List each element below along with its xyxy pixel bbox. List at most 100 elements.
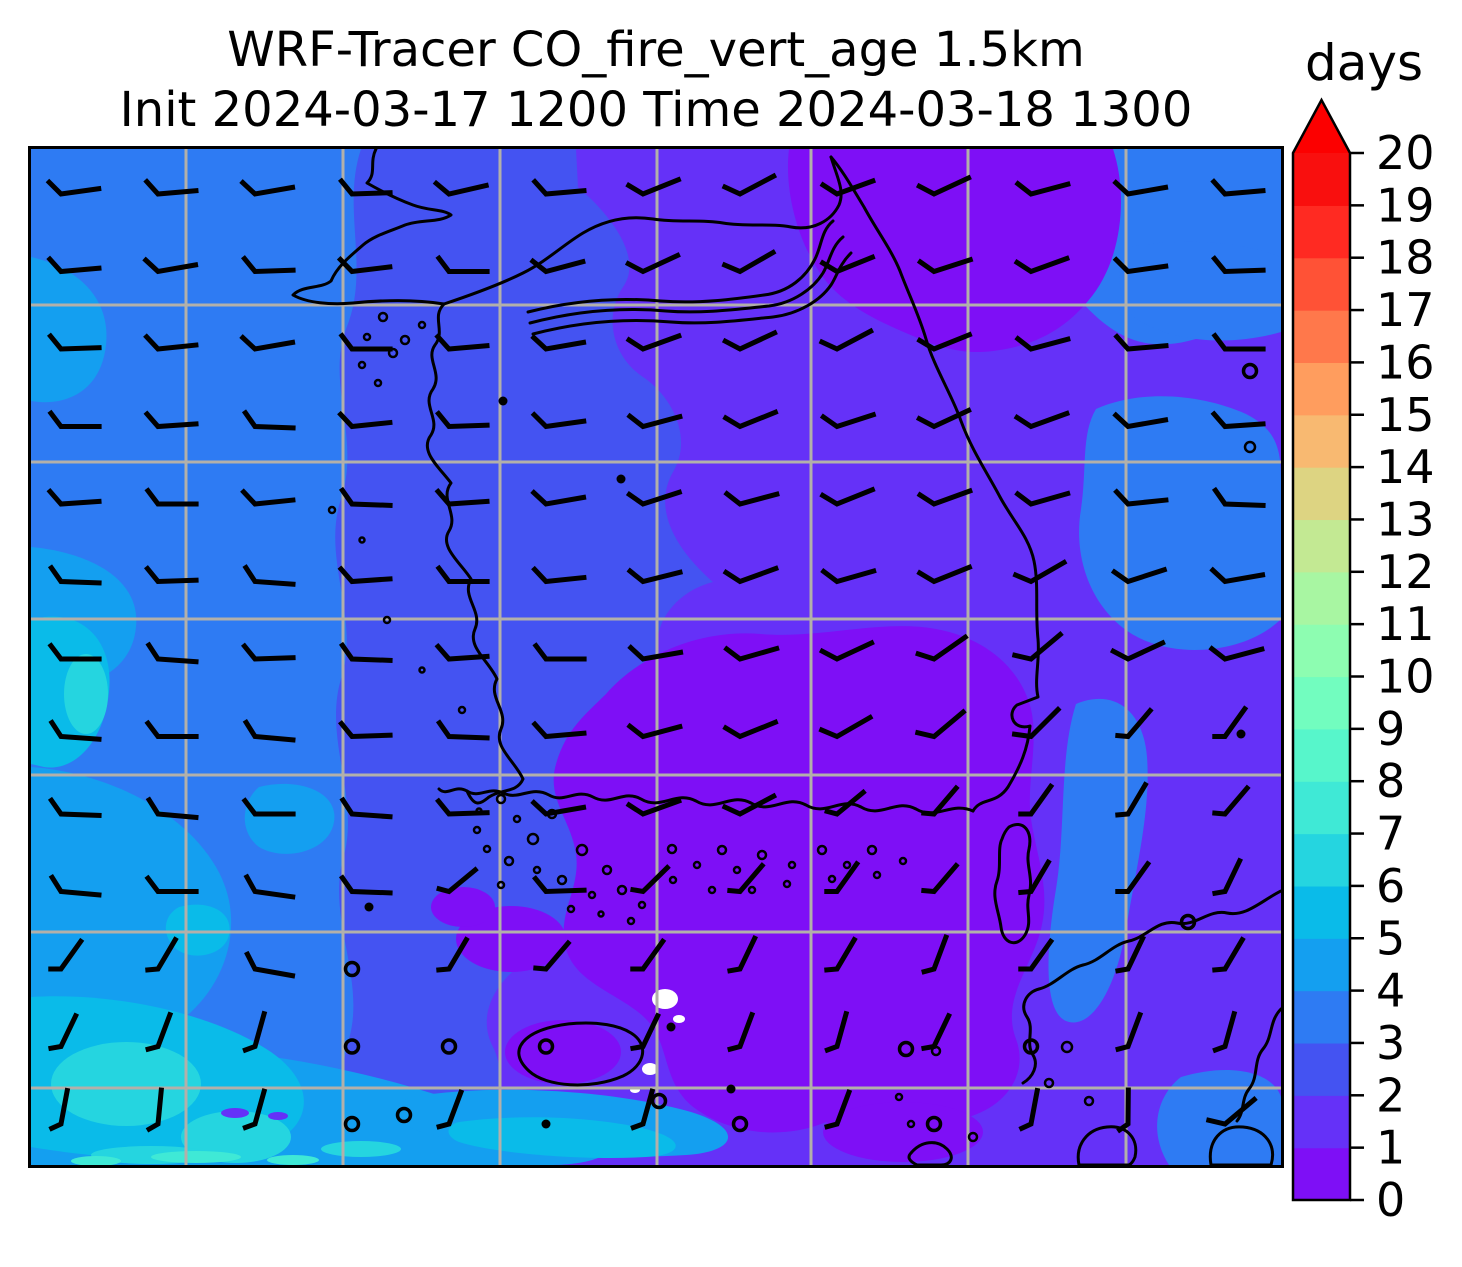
coastline [1235,1007,1281,1123]
island [362,332,372,342]
wind-barb-icon [436,936,470,973]
island [532,865,542,875]
island [692,860,702,870]
colorbar-tick-label: 20 [1376,126,1435,180]
wind-barb-icon [921,933,950,975]
coastline [1076,1125,1138,1165]
colorbar-segment [1293,833,1350,887]
contour-fill-spot [505,1020,621,1084]
island [894,1092,904,1102]
wind-barb-icon [435,410,490,430]
wind-barb-icon [1211,486,1266,508]
island [616,884,628,896]
wind-barb-icon [1209,566,1266,585]
wind-barb-icon [819,411,877,430]
island [601,864,613,876]
wind-barb-icon [435,797,490,817]
contour-fill-spot [221,1108,249,1118]
colorbar-segment [1293,676,1350,730]
wind-barb-icon [144,565,199,585]
island [866,844,878,856]
colorbar-tick-label: 6 [1376,859,1405,913]
plot-title: WRF-Tracer CO_fire_vert_age 1.5km [227,22,1085,78]
wind-barb-icon [1115,860,1152,894]
wind-barb-icon [1210,178,1266,197]
wind-barb-icon [143,410,199,430]
island [327,505,337,515]
wind-barb-icon [1211,255,1266,275]
island [373,378,383,388]
no-data-patch [673,1015,685,1023]
station-dot-icon [541,1119,551,1129]
island [503,855,515,867]
colorbar-tick-label: 9 [1376,702,1405,756]
wind-barb-icon [626,567,684,585]
wind-barb-icon [1212,784,1251,817]
wind-barb-icon [1018,937,1055,972]
colorbar-tick-label: 14 [1376,440,1435,494]
wind-barb-icon [47,796,102,818]
island [906,1119,916,1129]
island [716,844,728,856]
colorbar-segment [1293,885,1350,939]
colorbar-tick-label: 7 [1376,807,1405,861]
wind-barb-icon [818,327,875,352]
contour-fill-spot [51,1042,201,1126]
island [566,904,576,914]
colorbar-segment [1293,1147,1350,1201]
colorbar-tick-label: 4 [1376,964,1405,1018]
wind-barb-icon [1014,490,1071,507]
wind-barb-icon [242,718,296,743]
station-dot-icon [364,902,374,912]
colorbar-unit-label: days [1305,34,1424,92]
island [1060,1040,1074,1054]
contour-fill-region [553,626,1045,1133]
contour-fill-spot [64,654,108,734]
wind-barb-icon [1014,335,1071,352]
wind-barb-icon [530,799,587,817]
wind-barb-icon [46,255,102,275]
wind-barb-icon [1113,333,1169,352]
wind-barb-icon [1011,706,1062,740]
wind-barb-icon [47,332,102,352]
island [417,320,427,330]
wind-barb-icon [1112,411,1169,430]
wind-barb-icon [921,862,960,895]
wind-barb-icon [1115,1011,1144,1053]
wind-barb-icon [824,936,858,973]
island [382,615,392,625]
wind-barb-icon [45,178,102,197]
coastline [907,1141,953,1165]
colorbar-tick-label: 13 [1376,492,1435,546]
colorbar-segment [1293,1095,1350,1149]
island [587,890,597,900]
wind-barb-icon [921,784,960,817]
wind-barb-icon [819,177,877,197]
coastline [517,1021,645,1087]
wind-barb-icon [145,1011,174,1053]
wind-barb-icon [338,874,393,896]
contour-fill-region [165,904,230,956]
wind-barb-icon [1212,705,1249,739]
wind-barb-icon [530,411,587,430]
wind-barb-icon [625,489,683,507]
station-dot-icon [726,1084,736,1094]
island [387,347,399,359]
wind-barb-icon [435,719,490,741]
wind-barb-icon [1212,936,1246,973]
wind-barb-icon [1014,180,1071,197]
island [756,849,768,861]
wind-barb-icon [529,257,586,275]
map-axes [28,146,1284,1168]
calm-wind-icon [731,1115,749,1133]
calm-wind-icon [650,1092,668,1110]
contour-fill-region [787,149,1121,353]
wind-barb-icon [1112,179,1169,197]
colorbar-segment [1293,310,1350,363]
wind-barb-icon [242,1088,268,1131]
wind-barb-icon [1110,566,1168,585]
island [747,885,757,895]
wind-barb-icon [722,409,779,430]
island [827,874,837,884]
